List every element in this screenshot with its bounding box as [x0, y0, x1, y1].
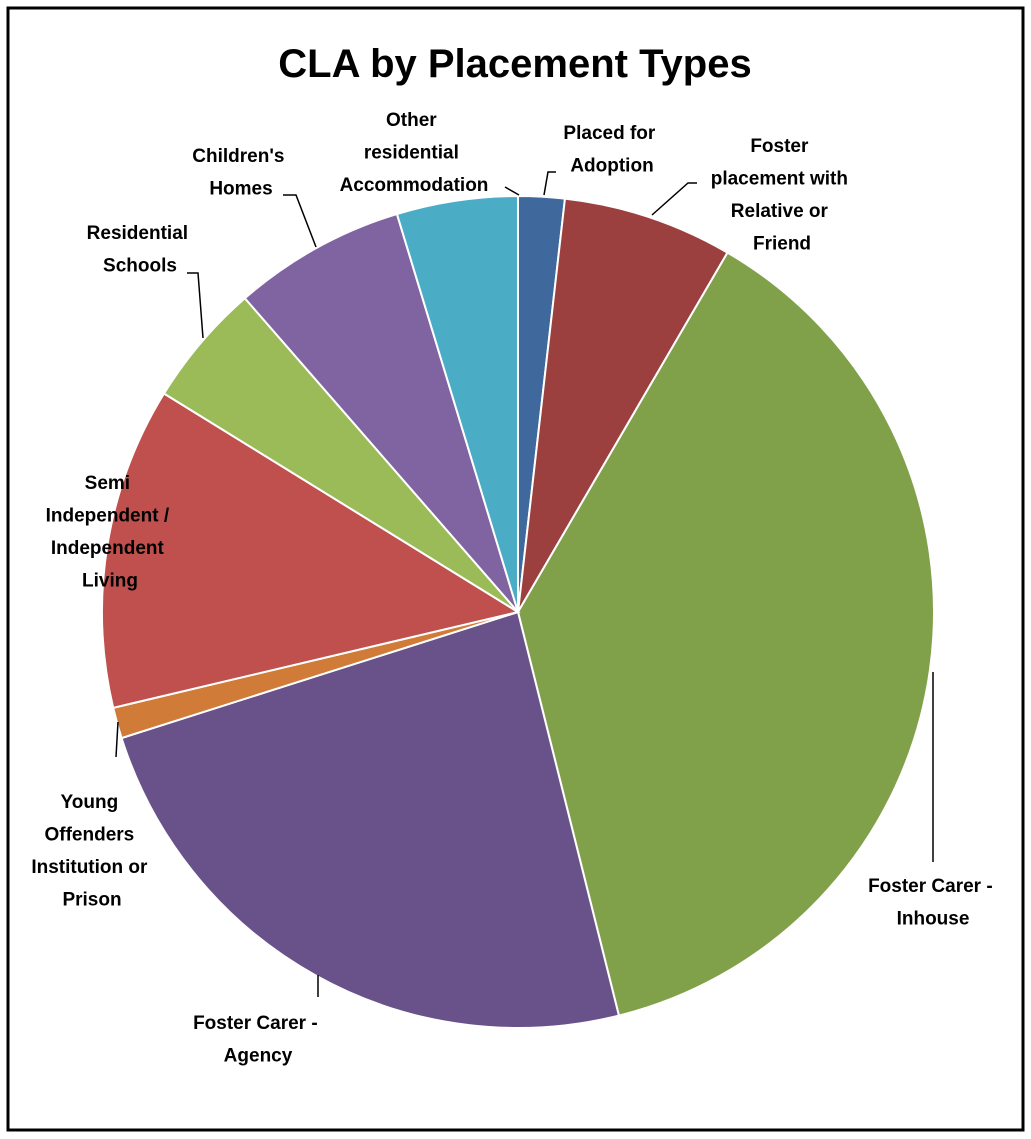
slice-label: Children's Homes [192, 146, 289, 200]
leader-line [115, 721, 119, 758]
slice-label: Residential Schools [87, 223, 194, 277]
slice-label: Foster Carer - Agency [193, 1013, 323, 1067]
pie-slice [120, 610, 621, 1029]
slice-label: Young Offenders Institution or Prison [31, 792, 152, 911]
leader-line [651, 182, 697, 216]
leader-lines [115, 171, 934, 997]
leader-line [283, 194, 317, 248]
pie-slice [395, 194, 519, 613]
pie-slice [101, 392, 521, 710]
slice-label: Foster Carer - Inhouse [868, 876, 998, 930]
slice-label: Other residential Accommodation [340, 110, 489, 196]
leader-line [187, 272, 204, 339]
pie-slice [243, 212, 519, 613]
slice-label: Foster placement with Relative or Friend [711, 136, 854, 255]
slice-label: Placed for Adoption [563, 123, 660, 177]
pie-slice [517, 197, 729, 613]
slice-label: Semi Independent / Independent Living [46, 473, 175, 592]
slices [101, 194, 935, 1029]
leader-line [543, 171, 556, 196]
leader-line [504, 186, 520, 196]
chart-title: CLA by Placement Types [278, 42, 751, 86]
pie-slice [516, 251, 935, 1017]
